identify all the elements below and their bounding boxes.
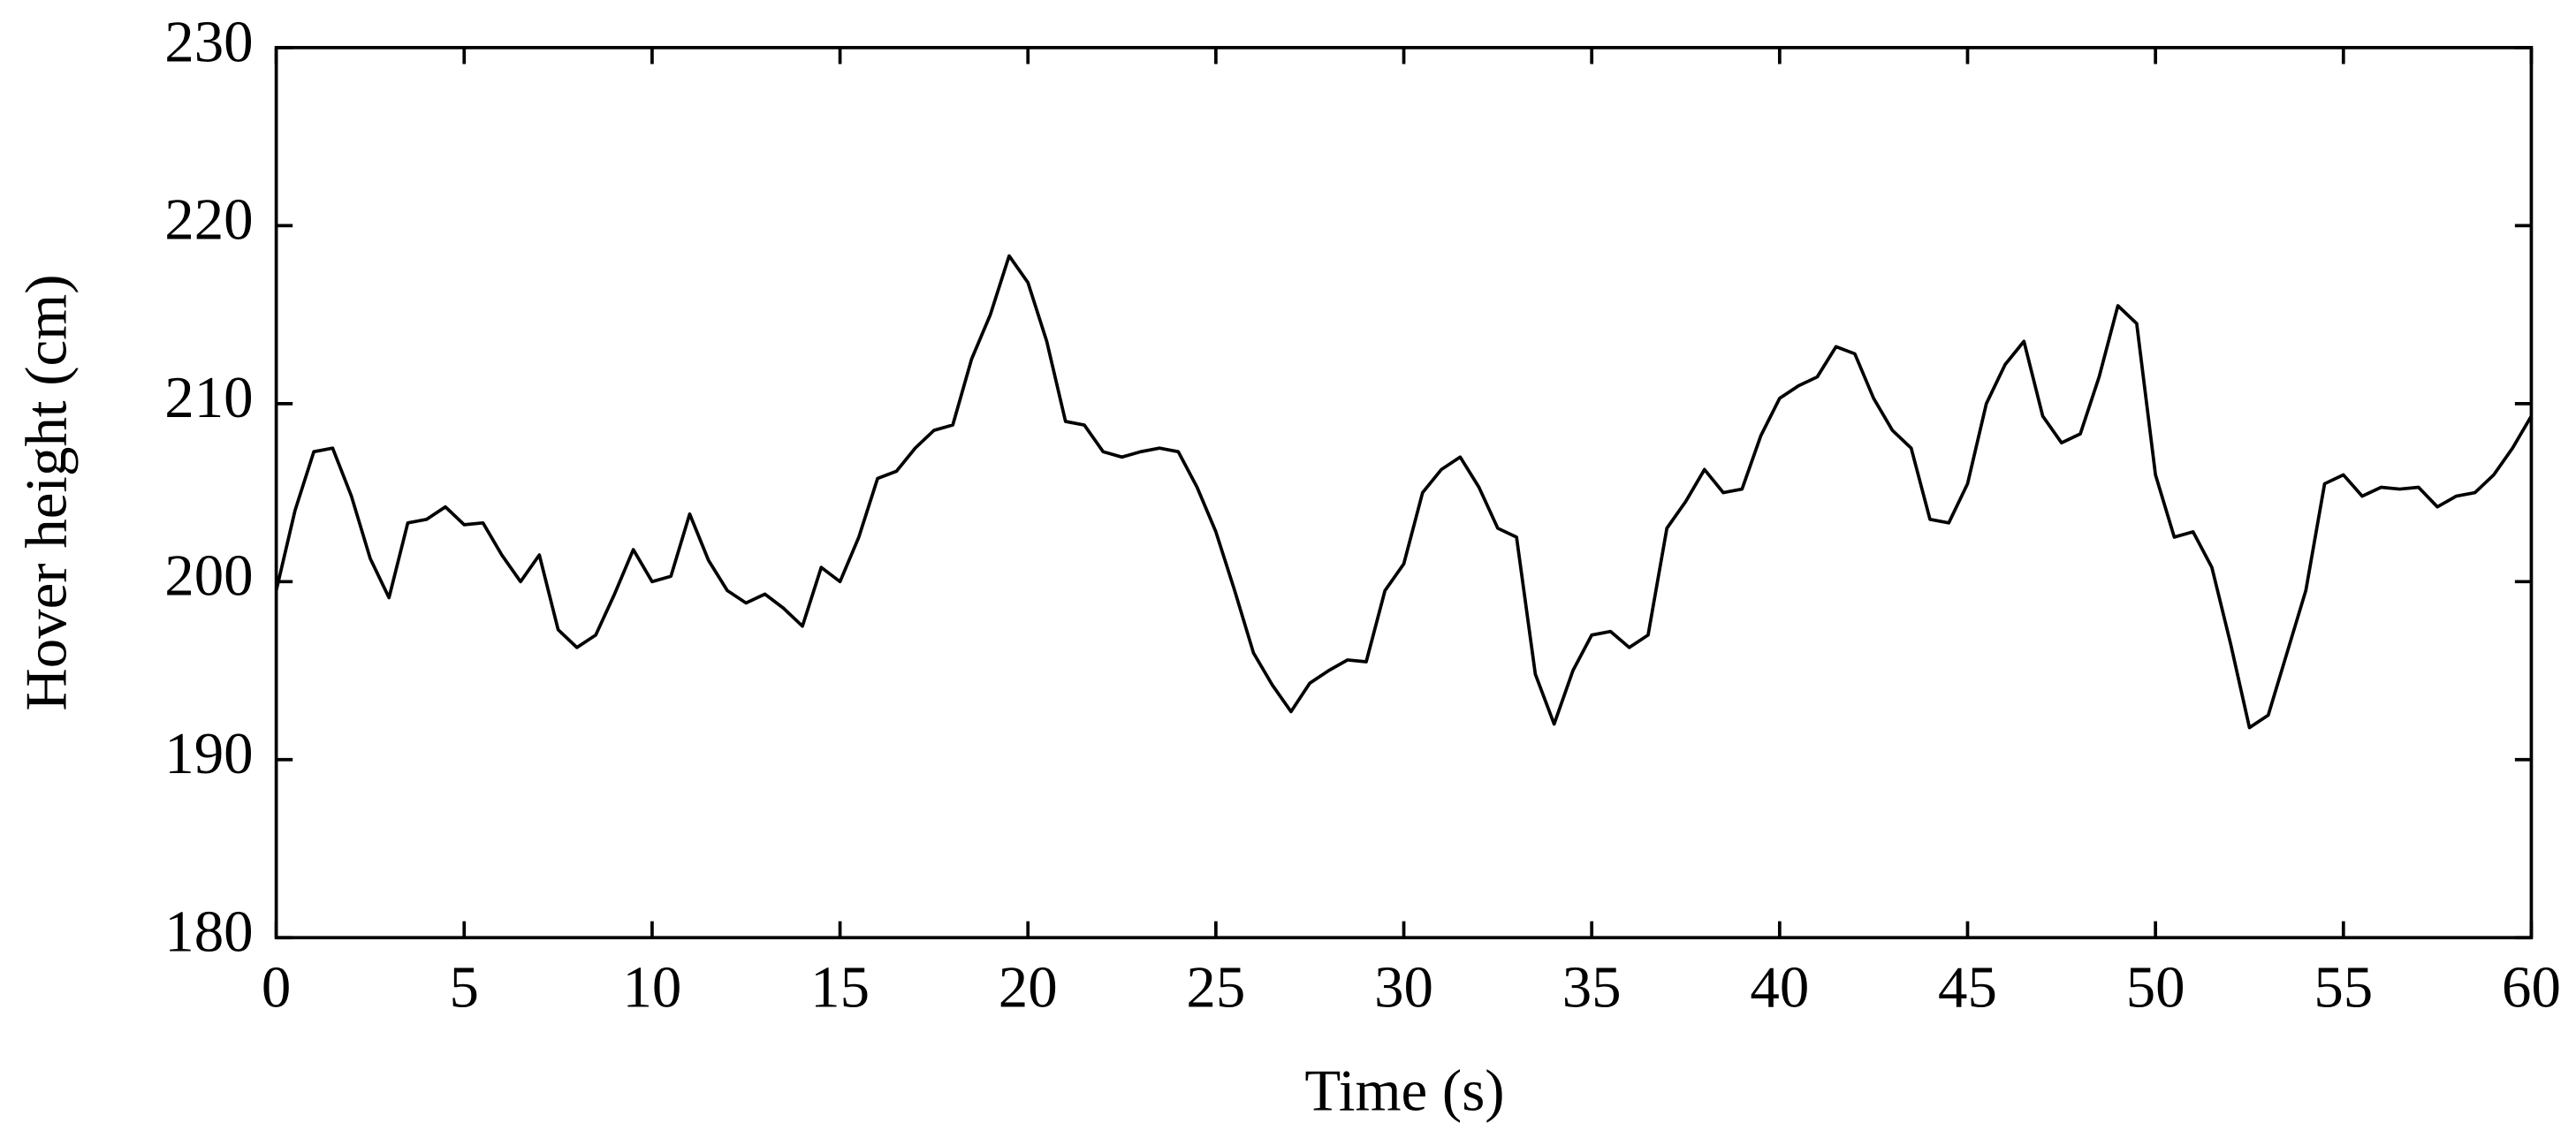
- x-tick-label: 30: [1374, 954, 1433, 1020]
- x-tick-label: 0: [262, 954, 291, 1020]
- y-tick-label: 200: [164, 543, 253, 609]
- x-tick-label: 55: [2314, 954, 2373, 1020]
- x-tick-label: 60: [2502, 954, 2561, 1020]
- x-tick-label: 15: [810, 954, 870, 1020]
- y-tick-label: 230: [164, 9, 253, 74]
- plot-frame: [274, 46, 2534, 940]
- x-tick-label: 10: [622, 954, 681, 1020]
- y-tick-label: 220: [164, 187, 253, 253]
- x-axis-label: Time (s): [1304, 1058, 1504, 1123]
- x-tick-label: 40: [1750, 954, 1809, 1020]
- x-tick-label: 20: [999, 954, 1058, 1020]
- y-tick-label: 210: [164, 365, 253, 430]
- x-tick-label: 35: [1562, 954, 1622, 1020]
- y-tick-label: 190: [164, 721, 253, 786]
- data-line: [274, 254, 2534, 730]
- x-tick-label: 5: [450, 954, 479, 1020]
- y-axis-label: Hover height (cm): [14, 275, 80, 711]
- x-tick-label: 25: [1186, 954, 1245, 1020]
- x-tick-label: 45: [1938, 954, 1997, 1020]
- x-tick-label: 50: [2126, 954, 2185, 1020]
- y-tick-label: 180: [164, 899, 253, 965]
